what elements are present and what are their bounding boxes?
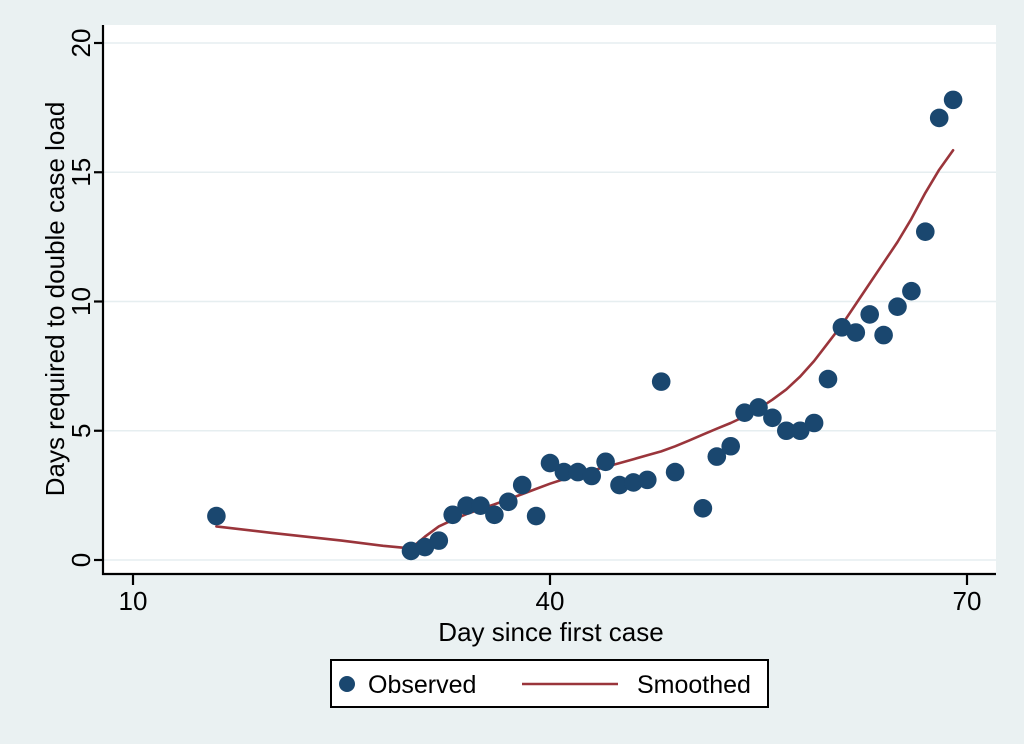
observed-point: [582, 466, 601, 486]
y-tick-label: 10: [66, 287, 96, 316]
x-tick-label: 40: [536, 586, 565, 616]
observed-point: [624, 473, 643, 492]
observed-point: [749, 398, 768, 417]
observed-point: [874, 325, 893, 345]
observed-point: [651, 372, 671, 391]
observed-point: [693, 499, 713, 518]
observed-point: [512, 475, 532, 495]
observed-scatter-points: [207, 90, 963, 561]
observed-point: [429, 531, 449, 550]
observed-point: [943, 90, 963, 110]
x-axis-title: Day since first case: [438, 617, 663, 647]
observed-point: [540, 453, 560, 473]
observed-point: [471, 496, 490, 516]
observed-marker-icon: [339, 676, 355, 692]
x-tick-label: 10: [119, 586, 148, 616]
observed-point: [707, 447, 727, 466]
y-tick-label: 15: [66, 158, 96, 187]
y-gridlines: [104, 42, 996, 561]
observed-point: [554, 462, 574, 482]
observed-point: [860, 305, 879, 324]
observed-point: [929, 108, 949, 128]
observed-point: [596, 452, 615, 472]
y-tick-label: 5: [66, 424, 96, 438]
observed-point: [207, 506, 226, 526]
observed-point: [916, 222, 935, 242]
legend: Observed Smoothed: [330, 659, 769, 708]
observed-point: [457, 496, 476, 516]
observed-point: [902, 281, 921, 301]
observed-point: [638, 470, 657, 490]
observed-point: [443, 505, 463, 525]
observed-point: [777, 421, 796, 441]
observed-point: [415, 537, 435, 557]
observed-point: [790, 421, 810, 441]
x-axis-ticks: [131, 575, 969, 585]
legend-label-observed: Observed: [368, 671, 476, 699]
plot-area: [103, 25, 996, 573]
x-tick-label: 70: [953, 586, 982, 616]
observed-point: [818, 369, 838, 389]
observed-point: [721, 436, 740, 456]
y-axis-title: Days required to double case load: [40, 102, 70, 497]
observed-point: [610, 475, 629, 495]
observed-point: [526, 506, 546, 526]
observed-point: [665, 462, 685, 482]
y-axis-ticks: [94, 41, 103, 562]
observed-point: [485, 505, 504, 525]
observed-point: [888, 297, 907, 316]
observed-point: [804, 413, 824, 433]
observed-point: [763, 408, 782, 428]
y-axis-tick-labels: 0 5 10 15 20: [66, 29, 96, 568]
y-tick-label: 0: [66, 553, 96, 567]
observed-point: [499, 492, 518, 512]
x-axis-tick-labels: 10 40 70: [119, 586, 982, 616]
legend-label-smoothed: Smoothed: [637, 671, 751, 699]
observed-point: [846, 323, 866, 342]
y-tick-label: 20: [66, 29, 96, 58]
